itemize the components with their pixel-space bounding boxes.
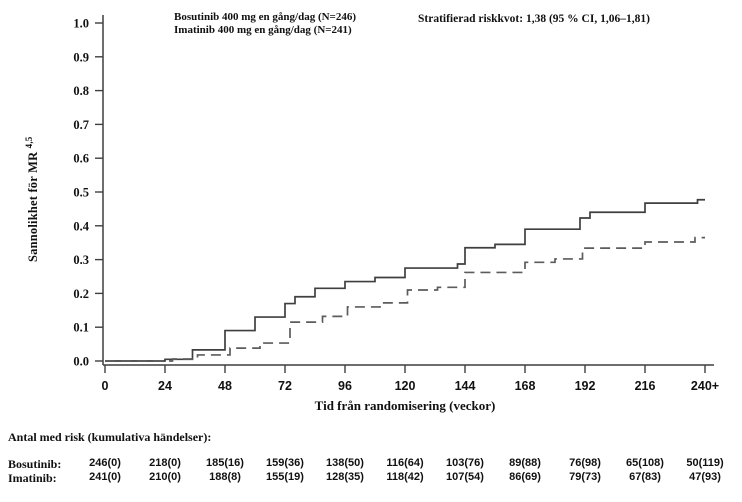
risk-table-row-imatinib: Imatinib: 241(0) 210(0) 188(8) 155(19) 128(3…	[0, 471, 742, 485]
hazard-ratio-annotation: Stratifierad riskkvot: 1,38 (95 % CI, 1,…	[418, 13, 650, 25]
risk-row-label-bosutinib: Bosutinib:	[8, 457, 62, 471]
y-tick-label: 0.9	[73, 50, 89, 64]
x-tick-label: 96	[338, 379, 352, 393]
y-tick-label: 0.4	[73, 219, 89, 233]
risk-value: 241(0)	[89, 471, 121, 483]
x-axis-title: Tid från randomisering (veckor)	[314, 398, 496, 413]
risk-value: 86(69)	[509, 471, 541, 483]
risk-value: 67(83)	[629, 471, 661, 483]
risk-table-title: Antal med risk (kumulativa händelser):	[8, 430, 212, 444]
y-tick-label: 0.0	[73, 355, 89, 369]
risk-value: 185(16)	[206, 457, 244, 469]
risk-table-row-bosutinib: Bosutinib: 246(0) 218(0) 185(16) 159(36) 138…	[0, 457, 742, 471]
y-tick-label: 0.3	[73, 253, 89, 267]
legend: Bosutinib 400 mg en gång/dag (N=246) Ima…	[111, 11, 356, 37]
risk-value: 155(19)	[266, 471, 304, 483]
risk-value: 218(0)	[149, 457, 181, 469]
y-tick-label: 1.0	[73, 17, 89, 31]
x-tick-label: 240+	[691, 379, 719, 393]
risk-value: 188(8)	[209, 471, 241, 483]
risk-value: 107(54)	[446, 471, 484, 483]
x-tick-label: 0	[102, 379, 109, 393]
y-axis-title-text: Sannolikhet för MR	[26, 151, 41, 262]
km-chart-plot-area: 0.0 0.1 0.2 0.3 0.4 0.5 0.6 0.7 0.8 0.9 1.0 0 24 48 72…	[73, 15, 719, 393]
x-tick-label: 72	[278, 379, 292, 393]
legend-item-imatinib: Imatinib 400 mg en gång/dag (N=241)	[111, 24, 356, 37]
risk-value: 47(93)	[689, 471, 721, 483]
y-tick-label: 0.5	[73, 186, 89, 200]
risk-value: 79(73)	[569, 471, 601, 483]
risk-value: 116(64)	[386, 457, 424, 469]
x-tick-label: 120	[395, 379, 416, 393]
y-tick-label: 0.7	[73, 118, 89, 132]
x-tick-label: 192	[575, 379, 596, 393]
risk-value: 159(36)	[266, 457, 304, 469]
risk-value: 76(98)	[569, 457, 601, 469]
bosutinib-curve	[105, 198, 705, 362]
y-axis-title-superscript: 4,5	[24, 136, 34, 149]
legend-item-bosutinib: Bosutinib 400 mg en gång/dag (N=246)	[111, 11, 356, 24]
y-tick-label: 0.1	[73, 321, 89, 335]
y-tick-label: 0.8	[73, 84, 89, 98]
risk-value: 246(0)	[89, 457, 121, 469]
legend-label-bosutinib: Bosutinib 400 mg en gång/dag (N=246)	[174, 11, 356, 23]
risk-value: 118(42)	[386, 471, 424, 483]
risk-value: 65(108)	[626, 457, 664, 469]
legend-label-imatinib: Imatinib 400 mg en gång/dag (N=241)	[174, 24, 352, 36]
risk-value: 89(88)	[509, 457, 541, 469]
x-tick-label: 216	[635, 379, 656, 393]
y-tick-label: 0.6	[73, 152, 89, 166]
x-tick-label: 144	[455, 379, 476, 393]
risk-value: 103(76)	[446, 457, 484, 469]
x-tick-label: 24	[158, 379, 172, 393]
y-tick-label: 0.2	[73, 287, 89, 301]
y-axis-title: Sannolikhet för MR 4,5	[24, 136, 41, 262]
risk-value: 50(119)	[686, 457, 724, 469]
risk-row-label-imatinib: Imatinib:	[8, 471, 57, 485]
risk-value: 210(0)	[149, 471, 181, 483]
x-tick-label: 48	[218, 379, 232, 393]
x-tick-label: 168	[515, 379, 536, 393]
risk-value: 138(50)	[326, 457, 364, 469]
risk-value: 128(35)	[326, 471, 364, 483]
imatinib-curve	[105, 236, 705, 362]
